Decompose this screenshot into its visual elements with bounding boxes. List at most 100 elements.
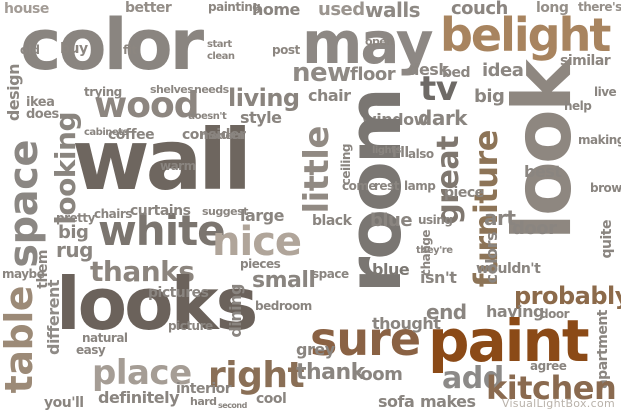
word: walls bbox=[365, 0, 421, 22]
word: agree bbox=[530, 359, 567, 373]
word: end bbox=[426, 300, 467, 324]
word: old bbox=[20, 43, 40, 57]
word: rug bbox=[56, 238, 93, 262]
word: right bbox=[208, 355, 305, 396]
word: color bbox=[20, 4, 204, 86]
word: you'll bbox=[44, 395, 84, 411]
word: there's bbox=[578, 0, 621, 14]
word: also bbox=[408, 147, 434, 161]
word: may bbox=[302, 9, 434, 77]
word: easy bbox=[76, 343, 106, 357]
word: open bbox=[365, 35, 394, 48]
word: blue bbox=[370, 210, 413, 231]
word: idea bbox=[482, 60, 524, 81]
word: big bbox=[474, 86, 505, 107]
word: kitchen bbox=[486, 369, 617, 407]
word: small bbox=[252, 268, 316, 293]
word: interior bbox=[176, 381, 232, 397]
word: best bbox=[524, 162, 562, 181]
word: lights bbox=[372, 145, 401, 156]
word: modern bbox=[200, 129, 245, 142]
word: natural bbox=[82, 331, 128, 345]
word: hard bbox=[190, 395, 217, 408]
word: door bbox=[512, 218, 557, 239]
word: pieces bbox=[240, 257, 281, 271]
word: makes bbox=[420, 392, 476, 411]
word: consider bbox=[182, 127, 246, 143]
word: house bbox=[4, 1, 49, 17]
word: they're bbox=[416, 245, 453, 256]
word: home bbox=[252, 0, 300, 19]
word: probably bbox=[514, 282, 621, 310]
word: pretty bbox=[56, 211, 95, 225]
word: using bbox=[418, 213, 453, 227]
word: suggest bbox=[202, 205, 248, 218]
word: room bbox=[352, 364, 403, 385]
word: brown bbox=[590, 181, 621, 195]
word: cool bbox=[256, 391, 287, 407]
word: doesn't bbox=[188, 111, 227, 122]
word: curtains bbox=[130, 203, 191, 219]
word: dining bbox=[226, 284, 245, 338]
word: similar bbox=[560, 53, 611, 69]
word: buy bbox=[60, 41, 88, 57]
word: second bbox=[218, 401, 247, 410]
word: sure bbox=[310, 312, 421, 366]
word: bed bbox=[442, 65, 471, 81]
word: maybe bbox=[2, 267, 45, 281]
word: nice bbox=[212, 219, 302, 265]
word: clean bbox=[207, 51, 235, 62]
word: piece bbox=[444, 185, 484, 201]
word: style bbox=[240, 108, 282, 127]
word: table bbox=[0, 286, 41, 394]
word: desk bbox=[408, 60, 449, 79]
word: chair bbox=[308, 86, 351, 105]
word: add bbox=[442, 361, 504, 396]
word: pictures bbox=[148, 285, 209, 301]
word: blue bbox=[372, 260, 410, 279]
word: sofa bbox=[378, 392, 415, 411]
word: belight bbox=[440, 8, 611, 62]
word: grey bbox=[296, 340, 335, 359]
word: long bbox=[536, 0, 569, 16]
word: design bbox=[4, 64, 23, 122]
word: window bbox=[362, 110, 428, 129]
word: paint bbox=[428, 307, 590, 375]
word: little bbox=[297, 126, 337, 214]
word: start bbox=[207, 39, 232, 50]
word: picture bbox=[168, 319, 213, 333]
word: big bbox=[58, 222, 89, 243]
word: space bbox=[312, 267, 349, 281]
word: thanks bbox=[90, 255, 195, 288]
word: rest bbox=[374, 179, 399, 193]
word: trying bbox=[84, 85, 122, 99]
word: great bbox=[431, 136, 466, 225]
word: needs bbox=[194, 83, 229, 96]
word: space bbox=[1, 140, 47, 268]
word: definitely bbox=[98, 388, 180, 407]
word: cabinets bbox=[84, 127, 128, 138]
word: come bbox=[342, 179, 377, 193]
word: wood bbox=[94, 85, 199, 126]
word: live bbox=[594, 85, 617, 99]
word: painting bbox=[208, 0, 261, 14]
word: does bbox=[26, 107, 59, 122]
word: new bbox=[292, 58, 351, 88]
word: floor bbox=[350, 64, 396, 85]
word: ikea bbox=[26, 95, 55, 110]
word: black bbox=[312, 213, 352, 229]
word: used bbox=[318, 0, 365, 20]
word: dark bbox=[418, 106, 467, 130]
word: door bbox=[540, 307, 570, 321]
watermark-text: VisualLightBox.com bbox=[501, 397, 615, 410]
word: looks bbox=[56, 262, 258, 346]
word: shelves bbox=[150, 83, 194, 96]
word: quite bbox=[599, 220, 615, 259]
word: large bbox=[240, 206, 284, 225]
word: coffee bbox=[108, 127, 155, 143]
word: art bbox=[484, 206, 516, 230]
word: isn't bbox=[420, 268, 457, 287]
word: help bbox=[564, 99, 592, 113]
word: couch bbox=[451, 0, 508, 19]
